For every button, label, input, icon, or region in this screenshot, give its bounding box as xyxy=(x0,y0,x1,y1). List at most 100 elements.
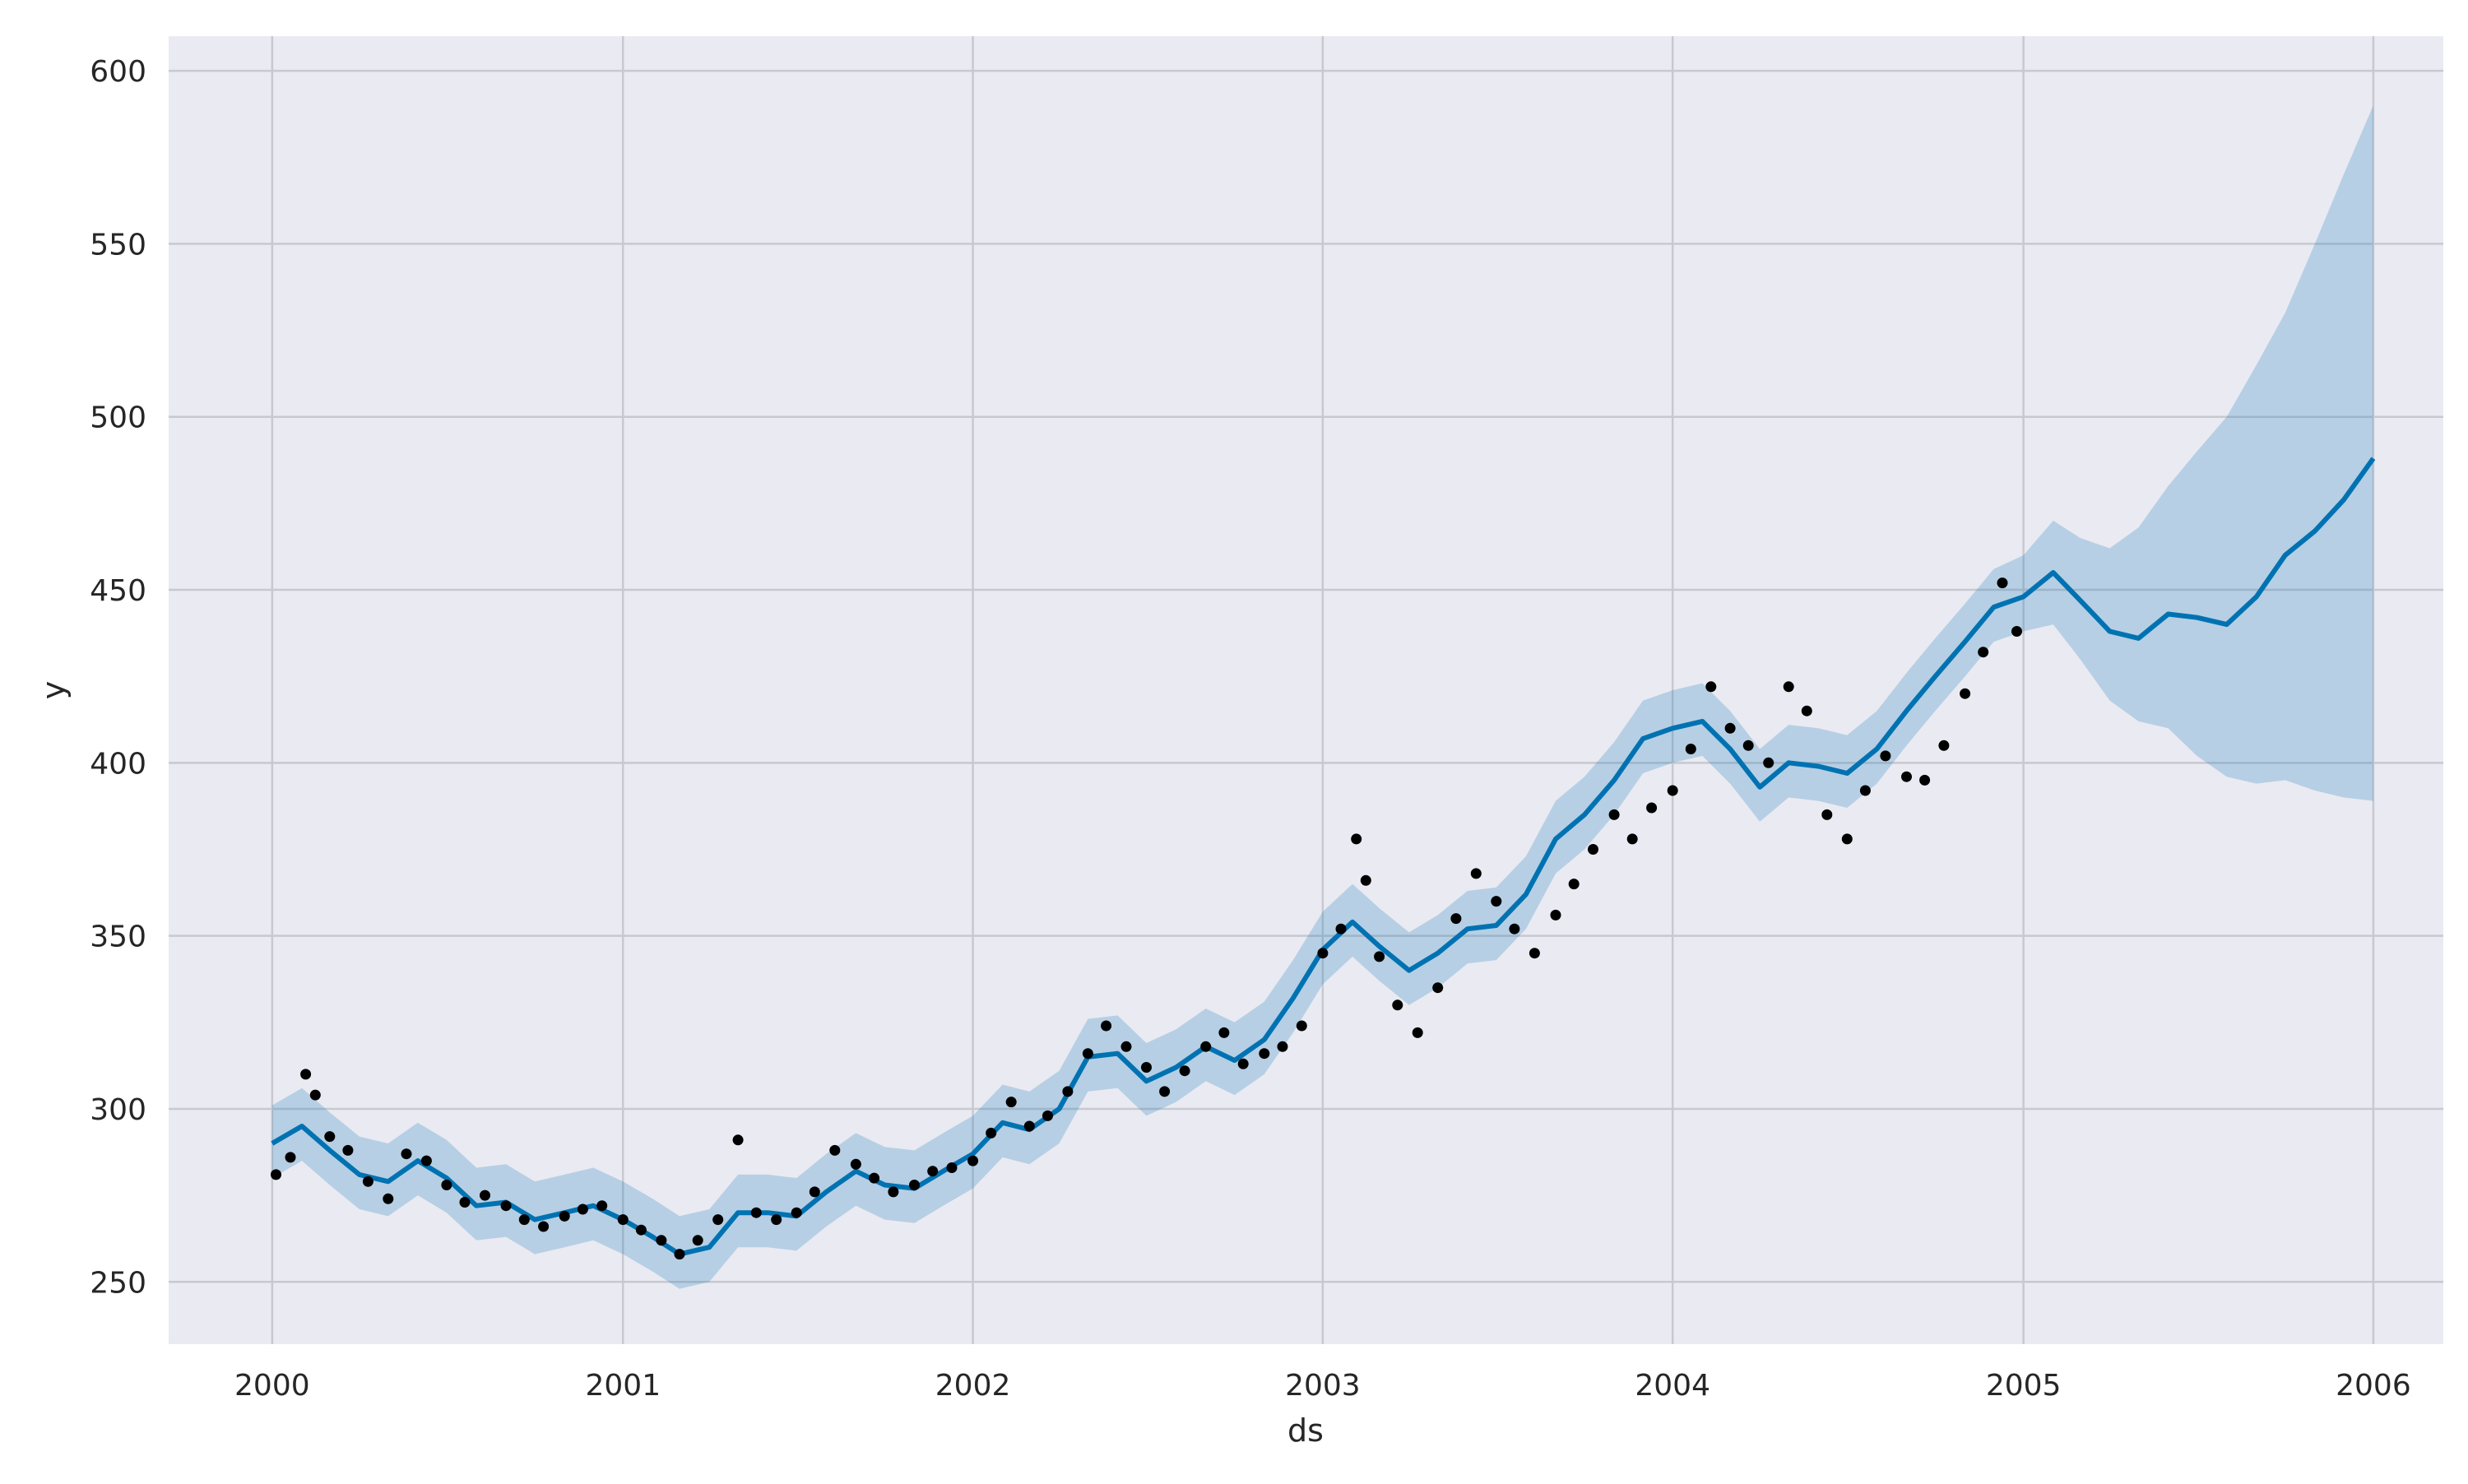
observed-point xyxy=(1450,913,1462,925)
observed-point xyxy=(1296,1020,1307,1032)
observed-point xyxy=(1317,948,1329,959)
observed-point xyxy=(967,1155,979,1166)
observed-point xyxy=(1259,1048,1270,1060)
observed-point xyxy=(1005,1097,1017,1108)
observed-point xyxy=(342,1144,354,1156)
observed-point xyxy=(750,1207,762,1218)
observed-point xyxy=(1432,982,1444,994)
observed-point xyxy=(1101,1020,1112,1032)
observed-point xyxy=(927,1166,939,1177)
uncertainty-band-area xyxy=(271,105,2373,1289)
observed-point xyxy=(712,1214,724,1226)
observed-point xyxy=(1351,833,1362,845)
observed-point xyxy=(1919,774,1931,786)
observed-point xyxy=(1997,577,2008,589)
observed-point xyxy=(909,1180,920,1190)
observed-point xyxy=(809,1186,820,1198)
observed-point xyxy=(500,1200,512,1212)
observed-point xyxy=(692,1235,703,1246)
observed-point xyxy=(1550,909,1561,921)
observed-point xyxy=(986,1127,997,1139)
observed-point xyxy=(1667,785,1678,796)
observed-point xyxy=(635,1224,647,1236)
observed-point xyxy=(850,1158,861,1170)
observed-point xyxy=(1120,1041,1132,1052)
x-tick-label: 2003 xyxy=(1285,1369,1361,1403)
observed-point xyxy=(1859,785,1871,796)
observed-point xyxy=(1724,722,1736,734)
observed-point xyxy=(1742,740,1754,751)
observed-point xyxy=(888,1186,899,1198)
observed-point xyxy=(1277,1041,1288,1052)
observed-point xyxy=(732,1134,744,1146)
observed-point xyxy=(1821,809,1833,820)
observed-point xyxy=(1685,744,1696,754)
observed-point xyxy=(1062,1086,1074,1097)
observed-point xyxy=(1763,757,1774,768)
y-axis-ticks: 250 300 350 400 450 500 550 600 xyxy=(90,55,146,1300)
observed-point xyxy=(1141,1062,1152,1073)
y-tick-label: 450 xyxy=(90,574,146,608)
y-tick-label: 600 xyxy=(90,55,146,89)
x-tick-label: 2004 xyxy=(1635,1369,1710,1403)
observed-point xyxy=(1588,844,1598,855)
observed-point xyxy=(1200,1041,1212,1052)
observed-point xyxy=(459,1197,471,1208)
observed-point xyxy=(1509,923,1520,934)
observed-point xyxy=(420,1155,432,1166)
x-axis-label: ds xyxy=(1287,1412,1324,1449)
observed-point xyxy=(1901,771,1912,782)
observed-point xyxy=(1159,1086,1171,1097)
observed-point xyxy=(617,1214,629,1226)
observed-point xyxy=(1978,647,1989,658)
observed-point xyxy=(362,1176,373,1187)
observed-point xyxy=(829,1144,841,1156)
observed-point xyxy=(1179,1065,1190,1077)
observed-point xyxy=(1626,833,1638,845)
observed-point xyxy=(324,1131,336,1143)
observed-point xyxy=(1360,874,1371,886)
observed-point xyxy=(577,1203,588,1215)
observed-point xyxy=(656,1235,667,1246)
y-tick-label: 350 xyxy=(90,921,146,954)
observed-point xyxy=(518,1214,530,1226)
y-tick-label: 550 xyxy=(90,228,146,262)
y-tick-label: 400 xyxy=(90,747,146,781)
observed-point xyxy=(441,1180,452,1190)
observed-point xyxy=(1218,1027,1230,1038)
observed-point xyxy=(1335,923,1347,934)
y-tick-label: 500 xyxy=(90,401,146,435)
y-axis-label: y xyxy=(35,681,72,700)
observed-point xyxy=(1491,896,1502,907)
observed-point xyxy=(1392,999,1403,1011)
plot-background xyxy=(169,36,2443,1344)
observed-point xyxy=(1608,809,1620,820)
observed-point xyxy=(285,1152,296,1163)
x-tick-label: 2002 xyxy=(935,1369,1011,1403)
observed-point xyxy=(1880,750,1891,762)
x-tick-label: 2001 xyxy=(585,1369,661,1403)
x-axis-ticks: 2000 2001 2002 2003 2004 2005 2006 xyxy=(234,1369,2411,1403)
observed-points xyxy=(271,577,2022,1260)
observed-point xyxy=(1082,1048,1093,1060)
observed-point xyxy=(401,1148,412,1160)
observed-point xyxy=(1801,705,1812,716)
y-tick-label: 300 xyxy=(90,1093,146,1127)
observed-point xyxy=(383,1193,394,1204)
observed-point xyxy=(1374,951,1385,962)
x-tick-label: 2005 xyxy=(1986,1369,2062,1403)
observed-point xyxy=(300,1069,312,1080)
uncertainty-band xyxy=(271,105,2373,1289)
observed-point xyxy=(1568,879,1580,890)
observed-point xyxy=(1705,681,1717,693)
y-tick-label: 250 xyxy=(90,1266,146,1300)
observed-point xyxy=(674,1249,685,1260)
observed-point xyxy=(1938,740,1950,751)
observed-point xyxy=(791,1207,802,1218)
observed-point xyxy=(869,1172,880,1184)
observed-point xyxy=(1841,833,1853,845)
observed-point xyxy=(1783,681,1794,693)
observed-point xyxy=(2011,626,2022,637)
